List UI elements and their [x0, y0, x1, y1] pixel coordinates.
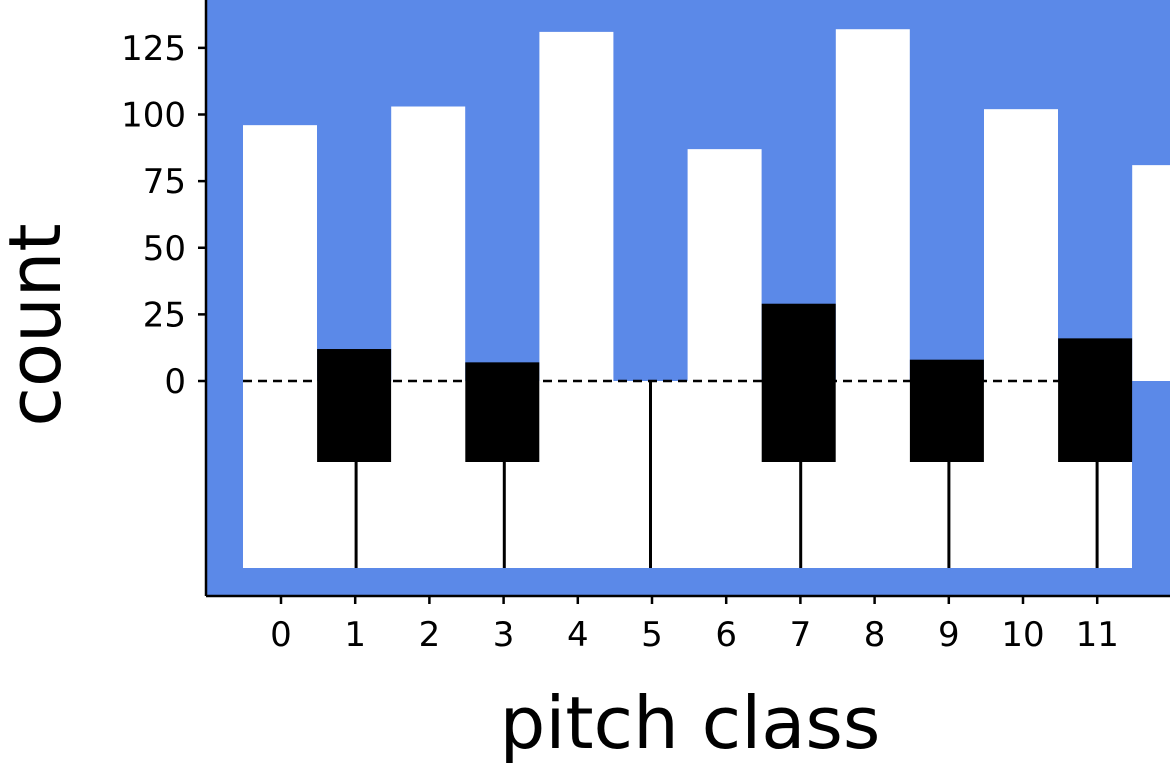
- y-tick-label: 0: [164, 362, 186, 402]
- black-key-bar-10: [1058, 338, 1133, 462]
- white-key-bar-11: [1132, 165, 1170, 381]
- black-key-bars: [317, 303, 1133, 568]
- black-key-bar-1: [317, 349, 392, 462]
- x-tick-label: 4: [567, 615, 589, 655]
- x-tick-label: 7: [790, 615, 812, 655]
- white-key-bar-2: [391, 106, 466, 381]
- x-tick-label: 10: [1001, 615, 1044, 655]
- y-tick-label: 125: [121, 29, 186, 69]
- x-tick-label: 9: [938, 615, 960, 655]
- x-tick-label: 6: [715, 615, 737, 655]
- y-tick-label: 25: [143, 295, 186, 335]
- white-key-bar-0: [243, 125, 317, 381]
- y-tick-label: 75: [143, 162, 186, 202]
- x-tick-label: 11: [1076, 615, 1119, 655]
- axes: 0 25 50 75 100 125 0 1 2 3 4 5 6 7 8 9 10 11: [121, 0, 1170, 655]
- x-tick-label: 3: [493, 615, 515, 655]
- x-axis-title: pitch class: [500, 681, 881, 763]
- y-axis-title: count: [0, 223, 77, 426]
- x-tick-label: 5: [641, 615, 663, 655]
- y-tick-label: 100: [121, 96, 186, 136]
- white-key-bar-5: [687, 149, 762, 381]
- white-key-bar-7: [835, 29, 910, 381]
- black-key-bar-3: [465, 362, 540, 462]
- black-key-bar-6: [761, 303, 836, 462]
- x-tick-label: 2: [419, 615, 441, 655]
- white-key-bar-9: [984, 109, 1058, 382]
- x-tick-label: 1: [344, 615, 366, 655]
- x-tick-label: 0: [270, 615, 292, 655]
- white-key-bar-4: [539, 31, 614, 381]
- y-tick-label: 50: [143, 229, 186, 269]
- x-tick-label: 8: [864, 615, 886, 655]
- black-key-bar-8: [909, 359, 984, 462]
